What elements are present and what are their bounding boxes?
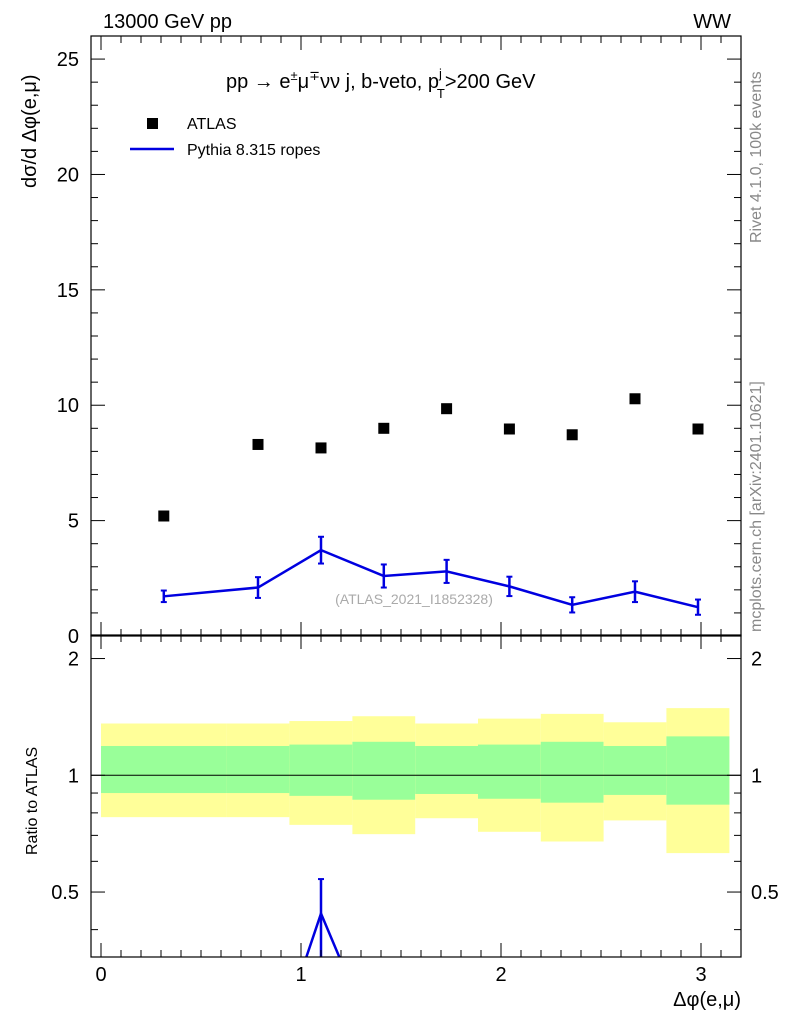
x-tick-label: 1 — [295, 964, 306, 986]
ratio-green-band — [603, 745, 667, 795]
y-tick-label: 5 — [68, 511, 79, 533]
ratio-green-band — [101, 745, 227, 794]
ratio-green-band — [540, 741, 604, 803]
atlas-data-point — [503, 423, 515, 435]
atlas-data-point — [566, 429, 578, 441]
ratio-green-band — [226, 745, 290, 794]
legend-pythia-label: Pythia 8.315 ropes — [187, 142, 320, 159]
atlas-data-point — [315, 442, 327, 454]
ratio-plot-marks — [305, 878, 341, 957]
main-plot-axes: 0 5 10 15 20 25 — [57, 35, 742, 648]
main-plot-panel: 0 5 10 15 20 25 pp → e±μ∓νν j, b-veto, pj T>20… — [19, 35, 742, 648]
ratio-y-tick-label: 1 — [68, 765, 79, 787]
plot-title: pp → e±μ∓νν j, b-veto, pj T>200 GeV — [226, 66, 536, 101]
legend-atlas-marker — [147, 118, 158, 129]
x-tick-label: 0 — [95, 964, 106, 986]
main-plot-frame — [90, 35, 742, 637]
rivet-version-text: Rivet 4.1.0, 100k events — [748, 71, 765, 243]
atlas-data-point — [441, 403, 453, 415]
ratio-plot-axes: 0.5 0.5 1 1 2 2 0 1 2 3 — [51, 635, 779, 986]
legend: ATLAS Pythia 8.315 ropes — [130, 116, 320, 159]
ratio-green-band — [352, 741, 416, 800]
ratio-green-band — [289, 744, 353, 796]
y-tick-label: 20 — [57, 164, 79, 186]
analysis-id-watermark: (ATLAS_2021_I1852328) — [335, 591, 493, 607]
y-tick-label: 0 — [68, 626, 79, 648]
ratio-green-band — [415, 745, 478, 794]
main-plot-marks — [158, 393, 704, 616]
y-tick-label: 10 — [57, 395, 79, 417]
main-ylabel: dσ/d Δφ(e,μ) — [19, 74, 41, 188]
mcplots-reference-text: mcplots.cern.ch [arXiv:2401.10621] — [748, 381, 765, 632]
atlas-data-point — [378, 422, 390, 434]
ratio-ylabel: Ratio to ATLAS — [24, 747, 41, 855]
legend-atlas-label: ATLAS — [187, 116, 237, 133]
ratio-y-tick-label-right: 2 — [751, 649, 762, 671]
ratio-y-tick-label-right: 1 — [751, 765, 762, 787]
header-left: 13000 GeV pp — [103, 11, 232, 33]
atlas-data-point — [692, 423, 704, 435]
atlas-data-point — [629, 393, 641, 405]
ratio-green-band — [666, 736, 730, 805]
atlas-data-point — [158, 510, 170, 522]
ratio-plot-panel: 0.5 0.5 1 1 2 2 0 1 2 3 Ratio to ATLAS Δφ(e,μ) — [24, 634, 779, 1011]
x-tick-label: 2 — [495, 964, 506, 986]
xlabel: Δφ(e,μ) — [673, 989, 741, 1011]
ratio-y-tick-label-right: 0.5 — [751, 882, 779, 904]
ratio-y-tick-label: 0.5 — [51, 882, 79, 904]
y-tick-label: 25 — [57, 49, 79, 71]
x-tick-label: 3 — [695, 964, 706, 986]
y-tick-label: 15 — [57, 280, 79, 302]
header-right: WW — [693, 11, 731, 33]
ratio-uncertainty-bands — [101, 708, 730, 854]
atlas-data-point — [252, 438, 264, 450]
ratio-plot-frame — [90, 634, 742, 958]
ratio-green-band — [478, 744, 541, 799]
ratio-y-tick-label: 2 — [68, 649, 79, 671]
